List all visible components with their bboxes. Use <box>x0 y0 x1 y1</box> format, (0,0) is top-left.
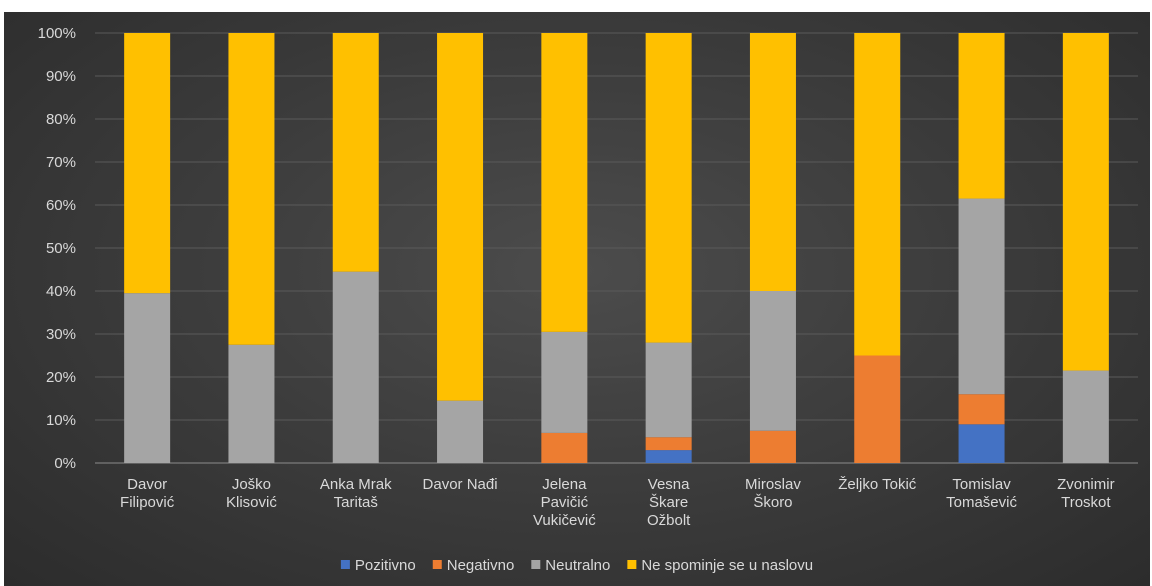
bar-segment <box>332 33 379 272</box>
y-tick-label: 100% <box>38 25 76 42</box>
y-tick-label: 30% <box>46 326 76 343</box>
y-tick-label: 10% <box>46 412 76 429</box>
x-category-label: Jelena Pavičić Vukičević <box>533 476 596 529</box>
x-category-label: Vesna Škare Ožbolt <box>647 476 691 529</box>
bar-segment <box>958 198 1005 395</box>
bar-segment <box>749 430 796 463</box>
legend-label: Negativno <box>447 557 515 574</box>
legend-swatch <box>340 560 350 569</box>
bar-segment <box>854 355 901 463</box>
legend-swatch <box>531 560 541 569</box>
bar-segment <box>854 33 901 356</box>
bar-segment <box>645 437 692 451</box>
bar-segment <box>645 342 692 438</box>
bar-segment <box>749 33 796 291</box>
y-tick-label: 80% <box>46 111 76 128</box>
x-category-label: Tomislav Tomašević <box>946 476 1017 511</box>
y-tick-label: 40% <box>46 283 76 300</box>
legend-swatch <box>432 560 442 569</box>
legend-swatch <box>627 560 637 569</box>
x-category-label: Miroslav Škoro <box>745 476 801 511</box>
bar-segment <box>541 331 588 433</box>
bar-segment <box>437 33 484 401</box>
y-tick-label: 20% <box>46 369 76 386</box>
bar-segment <box>124 33 171 294</box>
legend-item: Ne spominje se u naslovu <box>627 557 813 574</box>
legend-item: Negativno <box>432 557 515 574</box>
bar-segment <box>541 33 588 332</box>
x-axis-labels: Davor Filipović Joško Klisović Anka Mrak Tari… <box>120 476 1115 529</box>
chart-area: 0% 10% 20% 30% 40% 50% 60% 70% 80% 90% 100% Davor F… <box>4 12 1150 586</box>
bar-segment <box>228 344 275 463</box>
legend-item: Neutralno <box>531 557 610 574</box>
bar-segment <box>124 293 171 463</box>
x-category-label: Joško Klisović <box>226 476 277 511</box>
x-category-label: Željko Tokić <box>838 476 917 493</box>
bar-segment <box>958 394 1005 425</box>
legend-label: Neutralno <box>545 557 610 574</box>
stacked-bar-chart: 0% 10% 20% 30% 40% 50% 60% 70% 80% 90% 100% Davor F… <box>38 25 1138 574</box>
legend-item: Pozitivno <box>340 557 416 574</box>
legend-label: Pozitivno <box>355 557 416 574</box>
x-category-label: Zvonimir Troskot <box>1057 476 1115 511</box>
legend: Pozitivno Negativno Neutralno Ne spominje s… <box>340 557 813 574</box>
bar-segment <box>749 291 796 431</box>
bar-segment <box>645 33 692 343</box>
y-axis-ticks: 0% 10% 20% 30% 40% 50% 60% 70% 80% 90% 100% <box>38 25 76 472</box>
y-tick-label: 70% <box>46 154 76 171</box>
bars <box>124 33 1109 463</box>
y-tick-label: 90% <box>46 68 76 85</box>
y-tick-label: 60% <box>46 197 76 214</box>
y-tick-label: 0% <box>54 455 76 472</box>
bar-segment <box>645 450 692 463</box>
bar-segment <box>1062 370 1109 463</box>
x-category-label: Davor Nađi <box>423 476 498 493</box>
bar-segment <box>958 424 1005 463</box>
bar-segment <box>437 400 484 463</box>
bar-segment <box>228 33 275 345</box>
x-category-label: Davor Filipović <box>120 476 175 511</box>
x-category-label: Anka Mrak Taritaš <box>320 476 392 511</box>
legend-label: Ne spominje se u naslovu <box>641 557 813 574</box>
bar-segment <box>1062 33 1109 371</box>
bar-segment <box>332 271 379 463</box>
y-tick-label: 50% <box>46 240 76 257</box>
bar-segment <box>958 33 1005 199</box>
bar-segment <box>541 432 588 463</box>
